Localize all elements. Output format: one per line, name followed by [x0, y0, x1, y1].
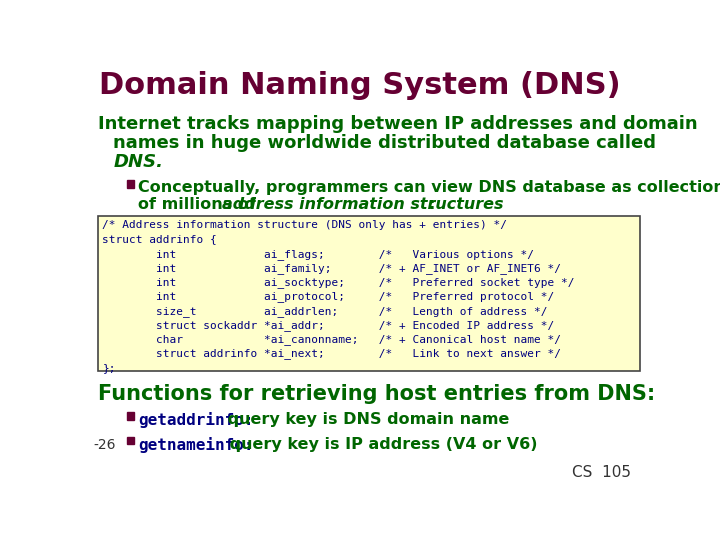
Text: size_t          ai_addrlen;      /*   Length of address */: size_t ai_addrlen; /* Length of address … [102, 306, 548, 317]
Text: CS  105: CS 105 [572, 465, 631, 480]
Text: Internet tracks mapping between IP addresses and domain: Internet tracks mapping between IP addre… [98, 115, 698, 133]
Text: struct sockaddr *ai_addr;        /* + Encoded IP address */: struct sockaddr *ai_addr; /* + Encoded I… [102, 320, 554, 331]
Text: char            *ai_canonname;   /* + Canonical host name */: char *ai_canonname; /* + Canonical host … [102, 334, 562, 345]
Text: -26: -26 [94, 438, 117, 453]
Text: of millions of: of millions of [138, 197, 261, 212]
Text: getaddrinfo:: getaddrinfo: [138, 412, 253, 428]
Text: /* Address information structure (DNS only has + entries) */: /* Address information structure (DNS on… [102, 220, 508, 231]
Bar [127, 180, 134, 188]
Text: int             ai_socktype;     /*   Preferred socket type */: int ai_socktype; /* Preferred socket typ… [102, 278, 575, 288]
Text: names in huge worldwide distributed database called: names in huge worldwide distributed data… [113, 134, 656, 152]
FancyBboxPatch shape [98, 217, 640, 372]
Text: address information structures: address information structures [222, 197, 503, 212]
Text: int             ai_flags;        /*   Various options */: int ai_flags; /* Various options */ [102, 249, 534, 260]
Bar [127, 437, 134, 444]
Text: struct addrinfo {: struct addrinfo { [102, 234, 217, 245]
Text: :: : [428, 197, 434, 212]
Text: query key is IP address (V4 or V6): query key is IP address (V4 or V6) [224, 437, 538, 451]
Text: Domain Naming System (DNS): Domain Naming System (DNS) [99, 71, 621, 100]
Text: Functions for retrieving host entries from DNS:: Functions for retrieving host entries fr… [98, 384, 655, 404]
Text: };: }; [102, 363, 116, 373]
Text: getnameinfo:: getnameinfo: [138, 437, 253, 453]
Text: DNS.: DNS. [113, 153, 163, 171]
Text: query key is DNS domain name: query key is DNS domain name [222, 412, 509, 427]
Text: int             ai_family;       /* + AF_INET or AF_INET6 */: int ai_family; /* + AF_INET or AF_INET6 … [102, 263, 562, 274]
Text: int             ai_protocol;     /*   Preferred protocol */: int ai_protocol; /* Preferred protocol *… [102, 292, 554, 302]
Bar [127, 412, 134, 420]
Text: struct addrinfo *ai_next;        /*   Link to next answer */: struct addrinfo *ai_next; /* Link to nex… [102, 348, 562, 360]
Text: Conceptually, programmers can view DNS database as collection: Conceptually, programmers can view DNS d… [138, 180, 720, 195]
